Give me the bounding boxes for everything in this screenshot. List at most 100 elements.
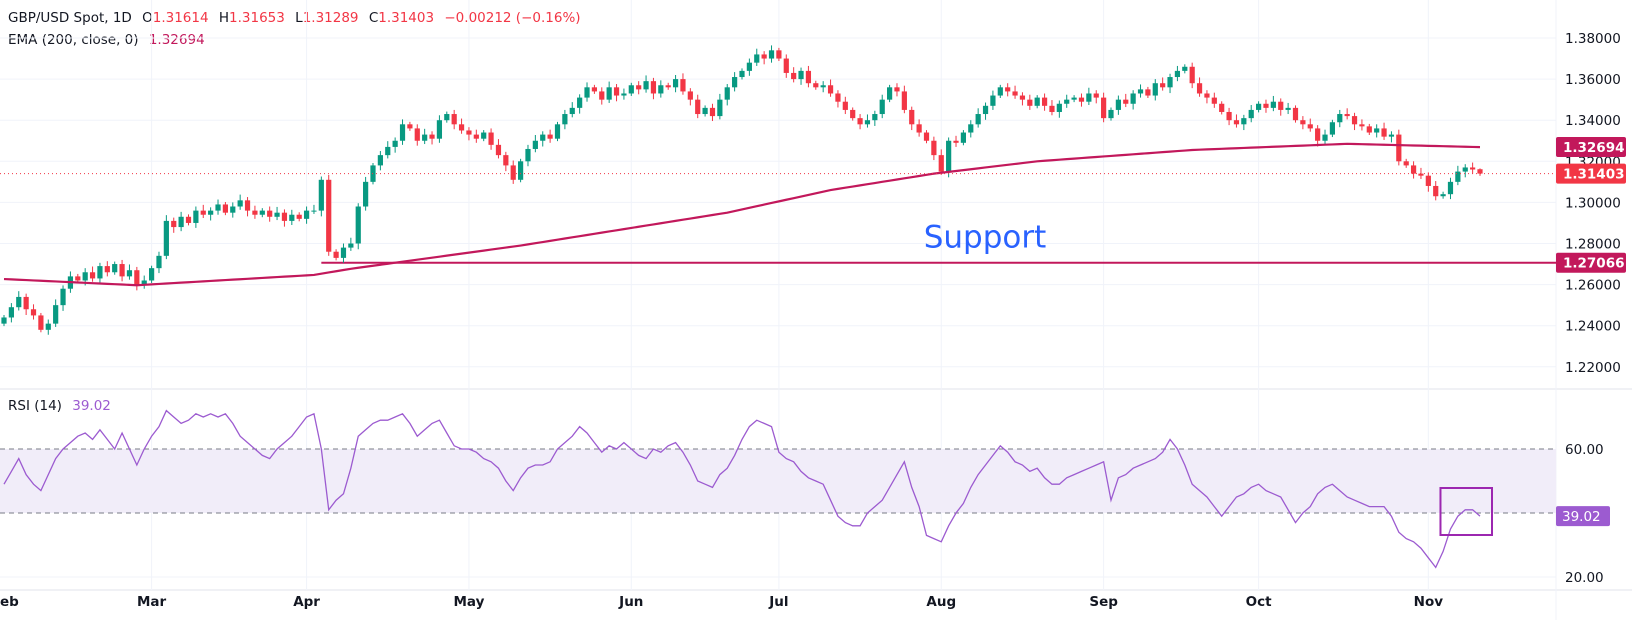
ohlc-high: H1.31653 [219,10,285,26]
candle-body [503,155,509,166]
candle-body [672,79,679,88]
candle-body [385,146,391,156]
candle-body [1226,111,1232,121]
candle-body [481,132,487,139]
candle-body [805,70,812,84]
price-label-last [1556,163,1626,184]
candle-body [1071,97,1077,100]
time-tick-label: Jun [618,594,643,610]
candle-body [532,140,538,149]
rsi-label: RSI (14) [8,398,62,414]
candle-body [901,91,907,110]
candle-body [739,70,745,78]
candle-body [1196,83,1203,94]
candle-body [1019,95,1026,100]
candle-body [392,140,398,147]
rsi-tick-label: 60.00 [1565,442,1604,458]
candle-body [1285,107,1291,110]
candle-body [850,109,856,119]
rsi-legend[interactable]: RSI (14) 39.02 [8,398,117,414]
candle-body [990,95,996,106]
candle-body [1041,97,1048,106]
candle-body [134,270,140,285]
price-label-ema-text: 1.32694 [1563,140,1625,156]
candle-body [923,132,930,141]
candle-body [857,118,863,125]
candle-body [1344,114,1350,117]
candle-body [687,91,693,100]
candle-body [23,296,29,310]
candle-body [1440,194,1446,197]
candle-body [407,124,413,129]
ema-value: 1.32694 [148,32,205,48]
candle-body [466,130,472,135]
candle-body [303,210,310,219]
candle-body [1403,161,1409,166]
price-tick-label: 1.24000 [1565,319,1621,335]
price-tick-label: 1.38000 [1565,31,1621,47]
candle-body [827,85,834,94]
time-tick-label: Sep [1089,594,1118,610]
candle-body [422,134,428,141]
ema-200-line[interactable] [3,142,1481,287]
price-tick-label: 1.30000 [1565,195,1621,211]
candle-body [1307,124,1313,129]
candle-body [1455,171,1461,182]
candle-body [1005,87,1011,92]
candle-body [820,85,826,88]
candle-body [1292,107,1299,121]
candle-body [1337,114,1343,123]
candle-body [53,305,59,324]
rsi-line[interactable] [3,409,1481,569]
candle-body [60,288,66,306]
candle-body [768,50,775,59]
candle-body [355,206,361,244]
candle-body [1351,116,1358,125]
time-tick-label: Aug [926,594,956,610]
rsi-highlight-box [1439,487,1493,536]
candle-body [1064,99,1070,104]
time-tick-label: Mar [137,594,167,610]
candle-body [746,62,752,71]
candle-body [1433,185,1439,197]
candle-body [1211,97,1217,104]
candle-body [887,87,893,100]
candle-body [680,79,686,92]
candle-body [281,212,288,221]
candle-body [724,87,730,100]
candle-body [1381,128,1387,137]
symbol-legend: GBP/USD Spot, 1D O1.31614 H1.31653 L1.31… [8,10,587,26]
candle-body [1270,101,1276,108]
candle-body [1248,109,1254,119]
candle-body [1174,70,1181,78]
candle-body [458,124,465,131]
candle-body [872,114,878,121]
candle-body [842,101,848,110]
candle-body [1329,122,1335,135]
candle-body [348,243,354,248]
candle-body [960,132,966,143]
rsi-value-label [1556,506,1610,527]
candle-body [97,266,103,279]
price-tick-label: 1.36000 [1565,72,1621,88]
candle-body [1137,89,1144,94]
candle-body [665,85,671,88]
candle-body [613,87,620,96]
candle-body [1366,126,1372,133]
candle-body [1256,103,1262,110]
candle-body [591,87,597,92]
candle-body [75,276,81,281]
candle-body [709,107,716,117]
rsi-band [0,449,1556,513]
candle-body [429,134,435,139]
time-tick-label: Oct [1246,594,1272,610]
candle-body [717,99,723,117]
candle-body [1388,134,1395,137]
candle-body [156,255,162,269]
candle-body [879,99,885,115]
candle-body [968,124,974,133]
ema-legend[interactable]: EMA (200, close, 0) 1.32694 [8,32,211,48]
candle-body [1425,175,1431,186]
candle-body [119,264,125,277]
